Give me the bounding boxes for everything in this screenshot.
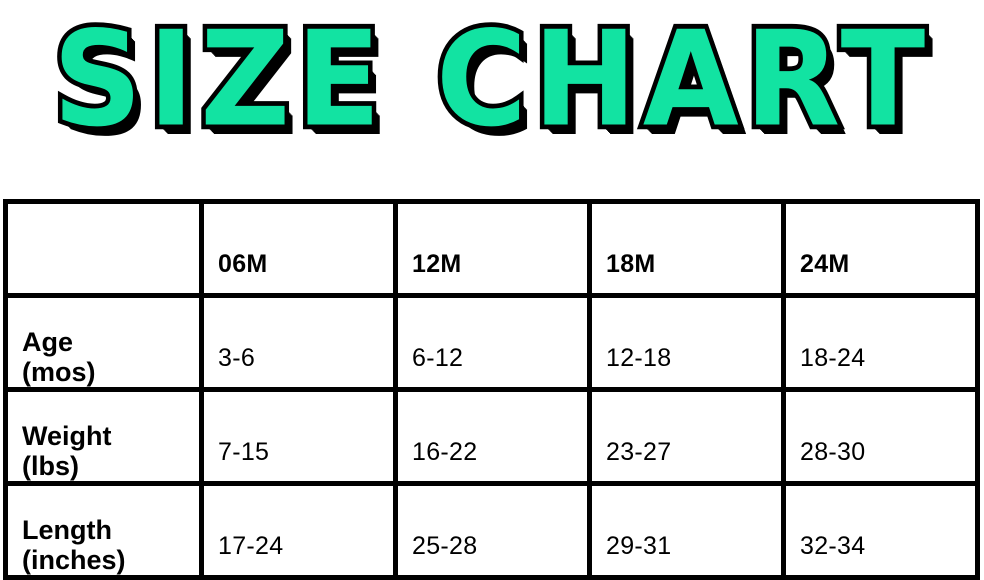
table-cell-age-24m: 18-24 [781,293,980,392]
cell-value: 28-30 [800,438,866,467]
table-cell-length-18m: 29-31 [587,481,786,580]
row-header-unit: (mos) [22,356,96,387]
cell-value: 18-24 [800,344,866,373]
cell-value: 3-6 [218,344,256,373]
cell-value: 7-15 [218,438,270,467]
table-cell-length-12m: 25-28 [393,481,592,580]
table-cell-age-18m: 12-18 [587,293,786,392]
table-corner-cell [3,199,204,298]
title-banner: SIZE CHART [0,0,984,160]
page-title: SIZE CHART [48,3,932,157]
cell-value: 12-18 [606,344,672,373]
row-header-name: Length [22,514,112,545]
column-header-label: 12M [412,250,462,279]
row-header-age: Age (mos) [3,293,204,392]
table-row-weight: Weight (lbs) 7-15 16-22 23-27 28-30 [3,387,980,486]
cell-value: 32-34 [800,532,866,561]
row-header-name: Weight [22,420,112,451]
table-cell-length-24m: 32-34 [781,481,980,580]
row-header-text: Length (inches) [8,515,199,575]
table-cell-weight-06m: 7-15 [199,387,398,486]
table-row-length: Length (inches) 17-24 25-28 29-31 32-34 [3,481,980,580]
column-header-24m: 24M [781,199,980,298]
column-header-label: 18M [606,250,656,279]
row-header-weight: Weight (lbs) [3,387,204,486]
column-header-label: 24M [800,250,850,279]
row-header-text: Weight (lbs) [8,421,199,481]
cell-value: 29-31 [606,532,672,561]
column-header-18m: 18M [587,199,786,298]
column-header-label: 06M [218,250,268,279]
row-header-unit: (lbs) [22,450,79,481]
table-row-age: Age (mos) 3-6 6-12 12-18 18-24 [3,293,980,392]
row-header-text: Age (mos) [8,327,199,387]
row-header-name: Age [22,326,74,357]
column-header-12m: 12M [393,199,592,298]
column-header-06m: 06M [199,199,398,298]
cell-value: 23-27 [606,438,672,467]
table-cell-age-06m: 3-6 [199,293,398,392]
table-cell-weight-18m: 23-27 [587,387,786,486]
cell-value: 25-28 [412,532,478,561]
table-cell-weight-24m: 28-30 [781,387,980,486]
table-cell-length-06m: 17-24 [199,481,398,580]
row-header-length: Length (inches) [3,481,204,580]
cell-value: 17-24 [218,532,284,561]
table-cell-age-12m: 6-12 [393,293,592,392]
size-chart-table: 06M 12M 18M 24M Age (mos) [3,199,980,580]
cell-value: 6-12 [412,344,464,373]
table-cell-weight-12m: 16-22 [393,387,592,486]
size-chart-section: 06M 12M 18M 24M Age (mos) [0,184,984,580]
cell-value: 16-22 [412,438,478,467]
table-header-row: 06M 12M 18M 24M [3,199,980,298]
